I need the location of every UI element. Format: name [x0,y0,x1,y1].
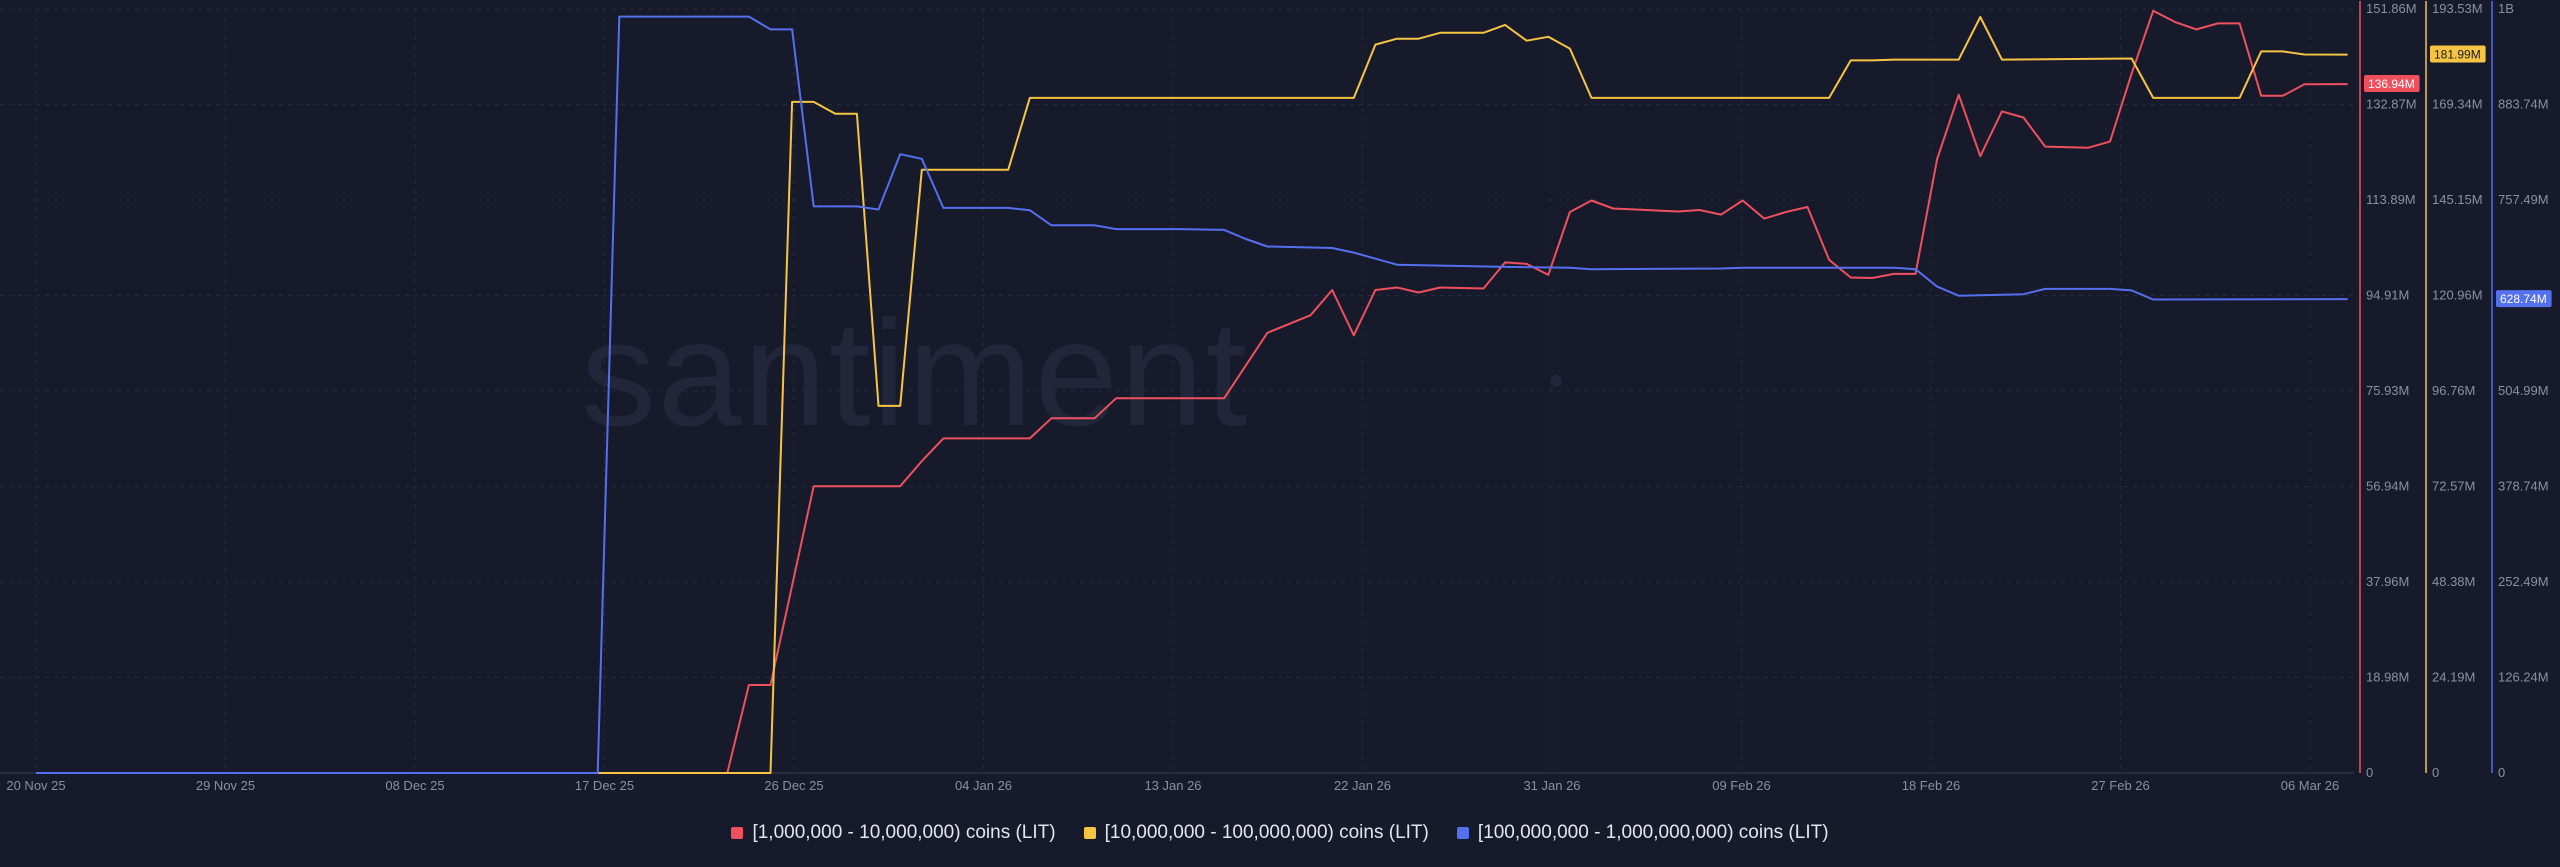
legend-label-red: [1,000,000 - 10,000,000) coins (LIT) [752,822,1056,843]
x-tick-label: 17 Dec 25 [575,778,634,793]
y-tick-label-red: 94.91M [2366,288,2409,303]
legend-swatch-yellow [1083,827,1096,839]
watermark: santiment [581,289,1249,457]
legend-swatch-blue [1456,827,1469,839]
y-tick-label-red: 75.93M [2366,383,2409,398]
series-line-red [36,9,2348,774]
x-tick-label: 31 Jan 26 [1523,778,1580,793]
y-tick-label-yellow: 193.53M [2432,1,2483,16]
y-tick-label-red: 37.96M [2366,574,2409,589]
y-tick-label-yellow: 169.34M [2432,97,2483,112]
x-axis-ticks: 20 Nov 25 29 Nov 25 08 Dec 25 17 Dec 25 26 D… [6,778,2339,793]
x-tick-label: 13 Jan 26 [1144,778,1201,793]
legend-item-red[interactable]: [1,000,000 - 10,000,000) coins (LIT) [731,822,1056,844]
value-badge-red [2364,75,2420,93]
y-tick-label-blue: 757.49M [2498,192,2549,207]
y-tick-label-yellow: 145.15M [2432,192,2483,207]
x-tick-label: 04 Jan 26 [955,778,1012,793]
current-value-badges: 136.94M 181.99M 628.74M [2364,45,2552,308]
x-tick-label: 18 Feb 26 [1902,778,1961,793]
y-tick-label-yellow: 72.57M [2432,479,2475,494]
y-tick-label-red: 151.86M [2366,1,2417,16]
y-tick-label-blue: 252.49M [2498,574,2549,589]
x-tick-label: 26 Dec 25 [764,778,823,793]
legend-swatch-red [731,827,744,839]
y-tick-label-yellow: 96.76M [2432,383,2475,398]
y-tick-label-yellow: 48.38M [2432,574,2475,589]
x-tick-label: 06 Mar 26 [2281,778,2340,793]
legend: [1,000,000 - 10,000,000) coins (LIT) [10… [0,818,2560,848]
y-tick-label-yellow: 120.96M [2432,288,2483,303]
y-tick-label-blue: 126.24M [2498,670,2549,685]
y-tick-label-blue: 1B [2498,1,2514,16]
y-tick-label-red: 56.94M [2366,479,2409,494]
series-line-blue [36,15,2348,774]
series-lines [36,9,2348,774]
legend-item-yellow[interactable]: [10,000,000 - 100,000,000) coins (LIT) [1083,822,1429,844]
value-badge-label-red: 136.94M [2368,77,2415,91]
axes: 151.86M 132.87M 113.89M 94.91M 75.93M 56.94M 3… [2359,1,2549,780]
value-badge-label-blue: 628.74M [2500,292,2547,306]
value-badge-blue [2496,290,2552,308]
y-tick-label-blue: 0 [2498,765,2505,780]
x-tick-label: 27 Feb 26 [2091,778,2150,793]
x-tick-label: 08 Dec 25 [385,778,444,793]
legend-label-blue: [100,000,000 - 1,000,000,000) coins (LIT… [1477,822,1829,843]
legend-item-blue[interactable]: [100,000,000 - 1,000,000,000) coins (LIT… [1456,822,1829,844]
y-tick-label-red: 113.89M [2366,192,2416,207]
y-tick-label-yellow: 0 [2432,765,2439,780]
x-tick-label: 22 Jan 26 [1334,778,1391,793]
y-tick-label-red: 18.98M [2366,670,2409,685]
value-badge-yellow [2430,45,2486,63]
watermark-dot [1550,375,1562,387]
x-tick-label: 29 Nov 25 [196,778,255,793]
y-tick-label-blue: 504.99M [2498,383,2549,398]
y-tick-label-yellow: 24.19M [2432,670,2475,685]
y-tick-label-blue: 378.74M [2498,479,2549,494]
x-tick-label: 20 Nov 25 [6,778,65,793]
x-tick-label: 09 Feb 26 [1712,778,1771,793]
y-tick-label-blue: 883.74M [2498,97,2549,112]
value-badge-label-yellow: 181.99M [2434,48,2481,62]
y-tick-label-red: 0 [2366,765,2373,780]
y-tick-label-red: 132.87M [2366,97,2417,112]
legend-label-yellow: [10,000,000 - 100,000,000) coins (LIT) [1104,822,1429,843]
series-line-yellow [36,16,2348,774]
